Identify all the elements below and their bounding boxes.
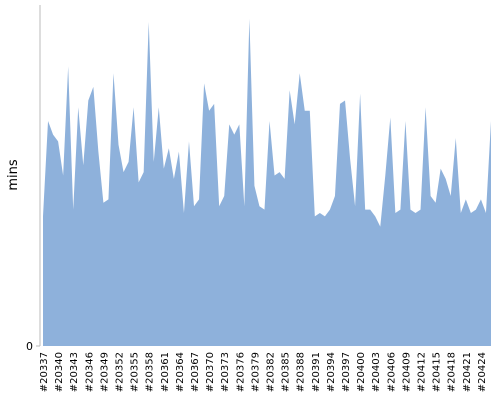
x-tick-label: #20400: [356, 352, 367, 392]
x-tick-label: #20382: [266, 352, 277, 392]
x-tick-label: #20391: [311, 352, 322, 392]
x-tick-label: #20397: [341, 352, 352, 392]
x-tick-label: #20361: [160, 352, 171, 392]
x-tick-label: #20340: [54, 352, 65, 392]
x-tick-label: #20409: [401, 352, 412, 392]
x-tick-label: #20376: [235, 352, 246, 392]
x-tick-label: #20370: [205, 352, 216, 392]
x-tick-label: #20367: [190, 352, 201, 392]
x-tick-label: #20358: [145, 352, 156, 392]
y-tick-label: 0: [26, 340, 33, 353]
x-tick-label: #20355: [130, 352, 141, 392]
x-tick-label: #20412: [417, 352, 428, 392]
x-tick-label: #20403: [371, 352, 382, 392]
x-tick-label: #20364: [175, 352, 186, 392]
x-tick-label: #20385: [281, 352, 292, 392]
x-tick-label: #20388: [296, 352, 307, 392]
x-tick-label: #20379: [250, 352, 261, 392]
area: [43, 18, 491, 346]
x-tick-label: #20394: [326, 352, 337, 392]
x-tick-label: #20343: [69, 352, 80, 392]
x-tick-label: #20373: [220, 352, 231, 392]
x-tick-label: #20418: [447, 352, 458, 392]
x-tick-label: #20406: [386, 352, 397, 392]
x-tick-label: #20346: [84, 352, 95, 392]
y-axis-label: mins: [6, 159, 21, 191]
x-tick-label: #20352: [115, 352, 126, 392]
x-tick-label: #20337: [39, 352, 50, 392]
x-tick-label: #20349: [99, 352, 110, 392]
x-tick-label: #20421: [462, 352, 473, 392]
x-tick-label: #20424: [477, 352, 488, 392]
x-tick-label: #20415: [432, 352, 443, 392]
